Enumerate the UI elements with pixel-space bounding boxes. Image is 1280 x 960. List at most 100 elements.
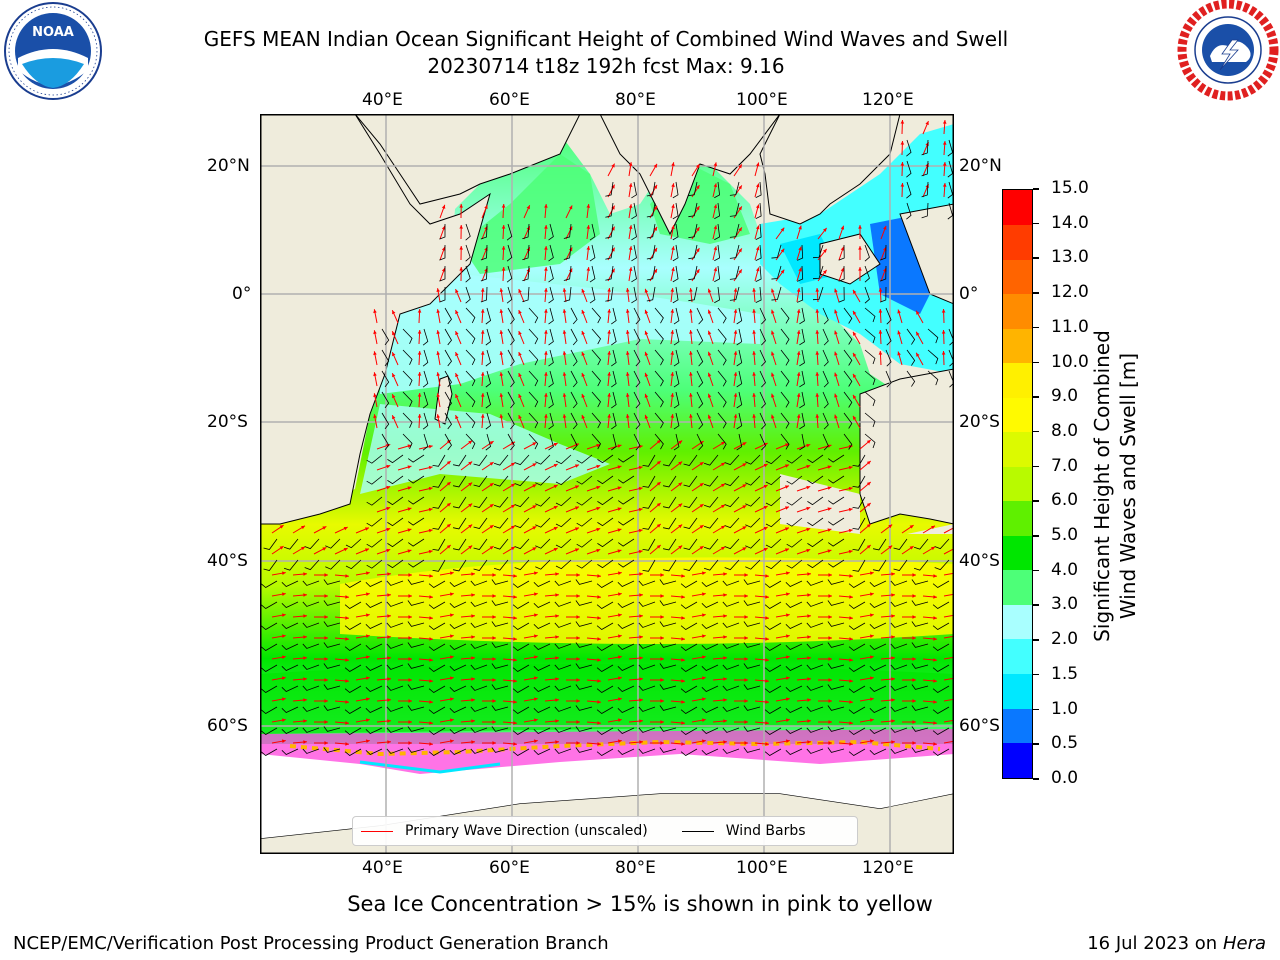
wave-direction-arrow xyxy=(355,676,370,681)
wave-direction-arrow xyxy=(455,351,462,366)
wave-direction-arrow xyxy=(439,204,446,219)
wave-direction-arrow xyxy=(480,287,485,303)
wind-barb xyxy=(345,538,362,549)
wind-barb xyxy=(848,685,866,693)
wind-barb xyxy=(906,349,916,366)
wind-barb xyxy=(407,726,425,732)
chart-title: GEFS MEAN Indian Ocean Significant Heigh… xyxy=(203,27,1009,51)
wave-direction-arrow xyxy=(417,392,422,408)
wave-direction-arrow xyxy=(607,184,616,198)
wind-barb xyxy=(570,412,578,430)
wind-barb xyxy=(260,643,278,651)
wind-barb xyxy=(631,244,637,262)
colorbar-label: Significant Height of Combined Wind Wave… xyxy=(1089,330,1141,642)
colorbar-tick-label: 8.0 xyxy=(1051,420,1079,441)
wind-barb xyxy=(528,307,539,324)
wave-direction-arrow xyxy=(355,634,370,639)
wind-barb xyxy=(827,600,845,606)
wind-barb xyxy=(491,726,509,732)
wind-barb xyxy=(402,412,413,428)
wave-direction-arrow xyxy=(752,414,756,429)
wave-direction-arrow xyxy=(607,571,622,576)
wind-barb xyxy=(736,391,743,409)
wave-direction-arrow xyxy=(815,308,820,324)
wind-barb xyxy=(344,727,362,735)
wind-barb xyxy=(323,621,341,627)
wave-direction-arrow xyxy=(880,740,895,744)
wave-direction-arrow xyxy=(754,616,769,620)
wind-barb xyxy=(281,748,299,755)
wind-barb xyxy=(283,559,299,571)
wave-direction-arrow xyxy=(670,204,675,219)
wind-barb xyxy=(822,412,829,430)
wind-barb xyxy=(386,685,404,691)
wind-barb xyxy=(927,349,939,365)
wind-barb xyxy=(799,412,805,430)
wind-barb xyxy=(683,454,698,466)
wind-barb xyxy=(848,664,866,672)
wave-direction-arrow xyxy=(544,593,559,597)
wave-direction-arrow xyxy=(902,657,916,661)
wind-barb xyxy=(302,580,320,586)
wave-direction-arrow xyxy=(562,414,567,429)
wave-direction-arrow xyxy=(439,481,452,492)
wind-barb xyxy=(449,601,467,608)
wave-direction-arrow xyxy=(418,658,433,662)
wind-barb xyxy=(449,748,467,755)
wave-direction-arrow xyxy=(544,372,548,387)
wave-direction-arrow xyxy=(481,503,494,513)
wave-direction-arrow xyxy=(818,678,832,682)
wave-direction-arrow xyxy=(376,719,391,723)
wave-direction-arrow xyxy=(691,545,704,555)
wind-barb xyxy=(506,223,513,241)
wind-barb xyxy=(807,517,824,527)
wind-barb xyxy=(729,244,740,259)
wind-barb xyxy=(365,685,383,692)
wind-barb xyxy=(506,265,513,283)
wind-barb xyxy=(533,706,551,713)
wind-barb xyxy=(822,328,829,346)
wind-barb xyxy=(432,517,446,530)
wind-barb xyxy=(724,475,740,487)
wind-barb xyxy=(806,601,824,607)
wave-direction-arrow xyxy=(523,546,537,555)
wave-direction-arrow xyxy=(334,574,349,578)
lon-label-top-80: 80°E xyxy=(615,90,656,110)
wave-direction-arrow xyxy=(581,393,588,408)
wind-barb xyxy=(838,244,845,261)
wave-direction-arrow xyxy=(817,269,828,282)
wind-barb xyxy=(662,454,677,467)
wind-barb xyxy=(449,622,467,629)
wave-direction-arrow xyxy=(334,595,349,599)
wind-barb xyxy=(548,328,554,346)
wind-barb xyxy=(638,664,656,670)
wind-barb xyxy=(575,747,593,753)
wind-barb xyxy=(407,642,425,648)
footer-date-text: 16 Jul 2023 on xyxy=(1087,933,1223,954)
wind-barb xyxy=(452,496,467,509)
wave-direction-arrow xyxy=(838,700,853,704)
wave-direction-arrow xyxy=(733,393,738,408)
wind-barb xyxy=(575,726,593,732)
wave-direction-arrow xyxy=(775,464,790,471)
wave-direction-arrow xyxy=(271,655,286,660)
wind-barb xyxy=(764,643,782,651)
wind-barb xyxy=(473,475,488,487)
wind-barb xyxy=(302,643,320,649)
wind-barb xyxy=(570,349,578,367)
wave-direction-arrow xyxy=(733,372,738,387)
wave-direction-arrow xyxy=(670,503,683,513)
wind-barb xyxy=(365,727,383,734)
wave-direction-arrow xyxy=(775,697,790,702)
wind-barb xyxy=(646,265,656,281)
wind-barb xyxy=(869,706,887,713)
wind-barb xyxy=(807,538,824,548)
wave-direction-arrow xyxy=(649,502,662,513)
wave-direction-arrow xyxy=(460,698,475,702)
wave-direction-arrow xyxy=(670,351,675,366)
wave-direction-line-icon xyxy=(361,830,393,832)
wind-barb xyxy=(452,454,467,467)
wind-barb xyxy=(422,349,429,367)
wind-barb xyxy=(659,642,677,648)
wind-barb xyxy=(260,727,278,735)
